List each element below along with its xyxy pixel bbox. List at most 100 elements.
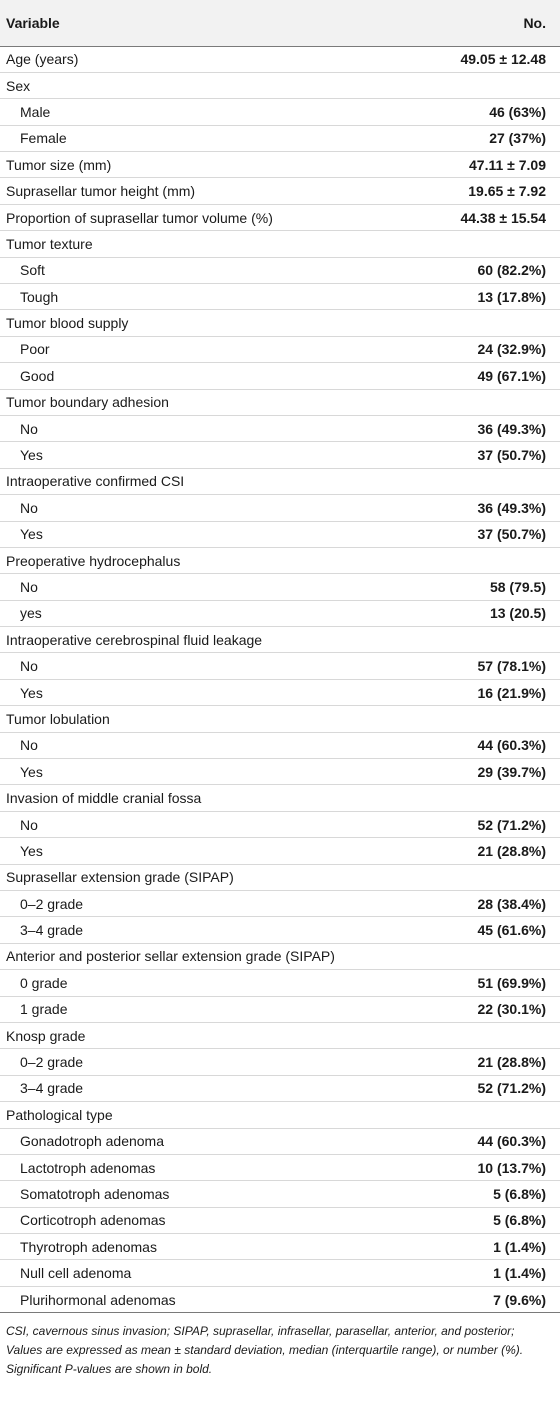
value-cell: 21 (28.8%) [400,1048,560,1076]
value-cell: 22 (30.1%) [400,996,560,1023]
value-cell: 44 (60.3%) [400,1128,560,1155]
table-subrow: 3–4 grade 52 (71.2%) [0,1075,560,1103]
value-cell [400,547,560,575]
table-subrow: yes 13 (20.5) [0,600,560,628]
value-cell: 13 (20.5) [400,600,560,628]
table-subrow: Yes 21 (28.8%) [0,837,560,865]
table-subrow: 0–2 grade 21 (28.8%) [0,1048,560,1076]
variable-cell: Tumor texture [0,230,400,258]
table-subrow: Somatotroph adenomas 5 (6.8%) [0,1180,560,1208]
variable-cell: Tumor boundary adhesion [0,389,400,416]
table-subrow: Yes 37 (50.7%) [0,521,560,548]
table-row: Tumor size (mm) 47.11 ± 7.09 [0,151,560,179]
variable-cell: 0 grade [0,969,400,997]
variable-cell: Pathological type [0,1101,400,1129]
variable-cell: Poor [0,336,400,364]
table-row: Knosp grade [0,1022,560,1050]
variable-cell: No [0,732,400,760]
variable-cell: Intraoperative confirmed CSI [0,468,400,496]
value-cell [400,1022,560,1050]
value-cell [400,705,560,733]
table-row: Tumor boundary adhesion [0,389,560,416]
variable-cell: 0–2 grade [0,890,400,918]
table-row: Intraoperative confirmed CSI [0,468,560,496]
table-subrow: Corticotroph adenomas 5 (6.8%) [0,1207,560,1235]
table-subrow: No 58 (79.5) [0,573,560,601]
variable-cell: Sex [0,72,400,100]
variable-cell: 3–4 grade [0,916,400,944]
table-row: Proportion of suprasellar tumor volume (… [0,204,560,232]
value-cell: 37 (50.7%) [400,441,560,469]
value-cell: 60 (82.2%) [400,257,560,285]
data-table-container: Variable No. Age (years) 49.05 ± 12.48 Sex… [0,0,560,1377]
variable-cell: Thyrotroph adenomas [0,1233,400,1261]
value-cell [400,468,560,496]
value-cell: 36 (49.3%) [400,415,560,443]
value-cell: 52 (71.2%) [400,811,560,839]
value-cell [400,72,560,100]
variable-cell: Invasion of middle cranial fossa [0,784,400,812]
variable-cell: Tumor lobulation [0,705,400,733]
variable-cell: Yes [0,679,400,707]
table-subrow: Poor 24 (32.9%) [0,336,560,364]
value-cell [400,1101,560,1129]
table-row: Tumor texture [0,230,560,258]
value-cell: 5 (6.8%) [400,1207,560,1235]
table-footnote: CSI, cavernous sinus invasion; SIPAP, su… [6,1324,524,1377]
variable-cell: Corticotroph adenomas [0,1207,400,1235]
table-row: Age (years) 49.05 ± 12.48 [0,46,560,73]
variable-cell: Plurihormonal adenomas [0,1286,400,1314]
table-subrow: Soft 60 (82.2%) [0,257,560,285]
table-row: Anterior and posterior sellar extension … [0,943,560,971]
table-subrow: Lactotroph adenomas 10 (13.7%) [0,1154,560,1182]
variable-cell: Yes [0,521,400,548]
table-row: Suprasellar tumor height (mm) 19.65 ± 7.9… [0,177,560,205]
value-cell: 37 (50.7%) [400,521,560,548]
value-cell: 49 (67.1%) [400,362,560,390]
table-subrow: No 36 (49.3%) [0,415,560,443]
value-cell [400,389,560,416]
table-subrow: Yes 29 (39.7%) [0,758,560,786]
header-number: No. [400,0,560,47]
value-cell: 29 (39.7%) [400,758,560,786]
table-row: Sex [0,72,560,100]
value-cell [400,943,560,971]
table-subrow: 3–4 grade 45 (61.6%) [0,916,560,944]
value-cell: 52 (71.2%) [400,1075,560,1103]
table-subrow: 0–2 grade 28 (38.4%) [0,890,560,918]
variable-cell: Tough [0,283,400,311]
table-subrow: No 36 (49.3%) [0,494,560,522]
variable-cell: Intraoperative cerebrospinal fluid leaka… [0,626,400,654]
variable-cell: Tumor blood supply [0,309,400,337]
table-subrow: Tough 13 (17.8%) [0,283,560,311]
table-body: Age (years) 49.05 ± 12.48 Sex Male 46 (63%) F… [0,46,560,1314]
table-subrow: Yes 16 (21.9%) [0,679,560,707]
variable-cell: Knosp grade [0,1022,400,1050]
value-cell: 16 (21.9%) [400,679,560,707]
variable-cell: No [0,494,400,522]
table-subrow: Gonadotroph adenoma 44 (60.3%) [0,1128,560,1155]
variable-cell: Preoperative hydrocephalus [0,547,400,575]
variable-cell: Yes [0,837,400,865]
value-cell: 13 (17.8%) [400,283,560,311]
table-subrow: No 57 (78.1%) [0,652,560,680]
value-cell: 7 (9.6%) [400,1286,560,1314]
variable-cell: Suprasellar tumor height (mm) [0,177,400,205]
table-subrow: 0 grade 51 (69.9%) [0,969,560,997]
value-cell: 19.65 ± 7.92 [400,177,560,205]
variable-cell: 0–2 grade [0,1048,400,1076]
variable-cell: No [0,811,400,839]
value-cell: 28 (38.4%) [400,890,560,918]
value-cell: 10 (13.7%) [400,1154,560,1182]
table-header-row: Variable No. [0,0,560,47]
value-cell: 36 (49.3%) [400,494,560,522]
value-cell [400,864,560,892]
value-cell: 27 (37%) [400,125,560,153]
header-variable: Variable [0,0,400,47]
variable-cell: Anterior and posterior sellar extension … [0,943,400,971]
variable-cell: Male [0,98,400,126]
value-cell: 49.05 ± 12.48 [400,46,560,73]
value-cell: 47.11 ± 7.09 [400,151,560,179]
variable-cell: No [0,415,400,443]
table-subrow: No 44 (60.3%) [0,732,560,760]
